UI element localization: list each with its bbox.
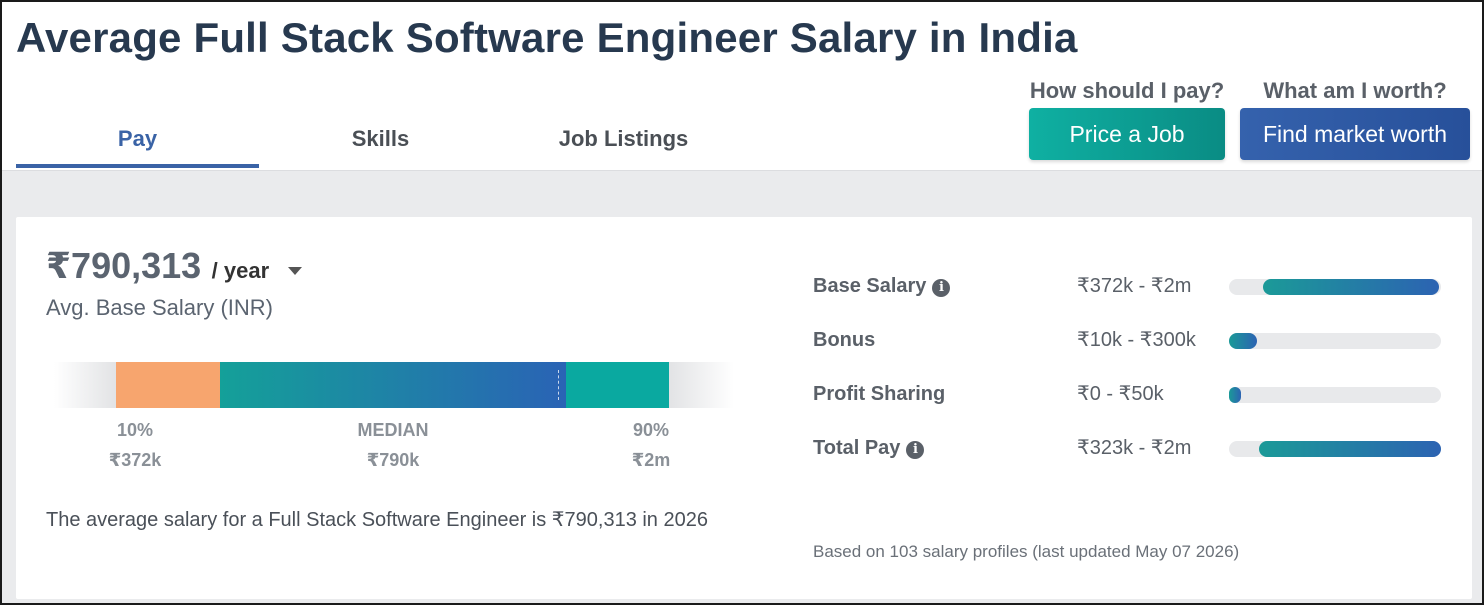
salary-summary: The average salary for a Full Stack Soft… bbox=[46, 509, 708, 531]
tab-job-listings[interactable]: Job Listings bbox=[558, 126, 689, 151]
market-worth-group: What am I worth? Find market worth bbox=[1240, 76, 1470, 166]
range-low-pct: 10% bbox=[116, 420, 154, 440]
info-icon[interactable]: i bbox=[906, 441, 925, 459]
comp-fill-bonus bbox=[1229, 333, 1257, 349]
comp-fill-total-pay bbox=[1258, 441, 1441, 457]
range-segment-low bbox=[116, 362, 220, 408]
page-title: Average Full Stack Software Engineer Sal… bbox=[16, 14, 1078, 61]
range-low-value: ₹372k bbox=[108, 450, 162, 470]
comp-row-bonus: Bonus ₹10k - ₹300k bbox=[813, 327, 1453, 381]
comp-fill-profit-sharing bbox=[1229, 387, 1241, 403]
range-segment-high bbox=[566, 362, 669, 408]
comp-label-total-pay: Total Pay bbox=[813, 437, 901, 459]
comp-track-profit-sharing bbox=[1229, 387, 1441, 403]
comp-track-base-salary bbox=[1229, 279, 1441, 295]
comp-range-base-salary: ₹372k - ₹2m bbox=[1077, 275, 1192, 297]
avg-salary-row: ₹790,313 / year bbox=[46, 245, 302, 287]
content-area: ₹790,313 / year Avg. Base Salary (INR) 1… bbox=[2, 170, 1482, 603]
tab-pay[interactable]: Pay bbox=[16, 110, 259, 168]
info-icon[interactable]: i bbox=[932, 279, 951, 297]
price-job-question: How should I pay? bbox=[1029, 78, 1225, 103]
comp-label-profit-sharing: Profit Sharing bbox=[813, 383, 946, 405]
find-market-worth-button[interactable]: Find market worth bbox=[1240, 108, 1470, 160]
range-high-pct: 90% bbox=[632, 420, 670, 440]
range-tick-median: MEDIAN ₹790k bbox=[333, 420, 453, 471]
price-job-group: How should I pay? Price a Job bbox=[1029, 76, 1225, 166]
avg-salary-label: Avg. Base Salary (INR) bbox=[46, 295, 274, 320]
range-high-value: ₹2m bbox=[631, 450, 671, 470]
range-median-label: MEDIAN bbox=[357, 420, 429, 440]
range-segment-median bbox=[220, 362, 566, 408]
range-fade-left bbox=[54, 362, 116, 408]
salary-range-bar bbox=[54, 362, 734, 408]
comp-range-profit-sharing: ₹0 - ₹50k bbox=[1077, 383, 1164, 405]
avg-salary-amount: ₹790,313 bbox=[46, 245, 202, 286]
comp-track-bonus bbox=[1229, 333, 1441, 349]
comp-track-total-pay bbox=[1229, 441, 1441, 457]
comp-label-bonus: Bonus bbox=[813, 329, 876, 351]
range-median-value: ₹790k bbox=[366, 450, 420, 470]
comp-row-profit-sharing: Profit Sharing ₹0 - ₹50k bbox=[813, 381, 1453, 435]
range-tick-high: 90% ₹2m bbox=[591, 420, 711, 471]
comp-label-base-salary: Base Salary bbox=[813, 275, 927, 297]
price-a-job-button[interactable]: Price a Job bbox=[1029, 108, 1225, 160]
page-header: Average Full Stack Software Engineer Sal… bbox=[2, 2, 1482, 170]
salary-period-select[interactable]: / year bbox=[211, 258, 270, 283]
comp-row-total-pay: Total Pay i ₹323k - ₹2m bbox=[813, 435, 1453, 489]
comp-range-bonus: ₹10k - ₹300k bbox=[1077, 329, 1196, 351]
salary-card: ₹790,313 / year Avg. Base Salary (INR) 1… bbox=[16, 217, 1472, 599]
tab-bar: Pay Skills Job Listings bbox=[16, 110, 746, 168]
comp-row-base-salary: Base Salary i ₹372k - ₹2m bbox=[813, 273, 1453, 327]
range-fade-right bbox=[669, 362, 734, 408]
based-on-note: Based on 103 salary profiles (last updat… bbox=[813, 542, 1240, 561]
median-marker bbox=[558, 370, 559, 400]
comp-fill-base-salary bbox=[1262, 279, 1439, 295]
range-tick-low: 10% ₹372k bbox=[75, 420, 195, 471]
market-worth-question: What am I worth? bbox=[1263, 78, 1447, 103]
tab-skills[interactable]: Skills bbox=[351, 126, 410, 151]
comp-range-total-pay: ₹323k - ₹2m bbox=[1077, 437, 1192, 459]
chevron-down-icon[interactable] bbox=[287, 266, 302, 275]
compensation-breakdown: Base Salary i ₹372k - ₹2m Bonus ₹10k - ₹3… bbox=[813, 273, 1453, 489]
